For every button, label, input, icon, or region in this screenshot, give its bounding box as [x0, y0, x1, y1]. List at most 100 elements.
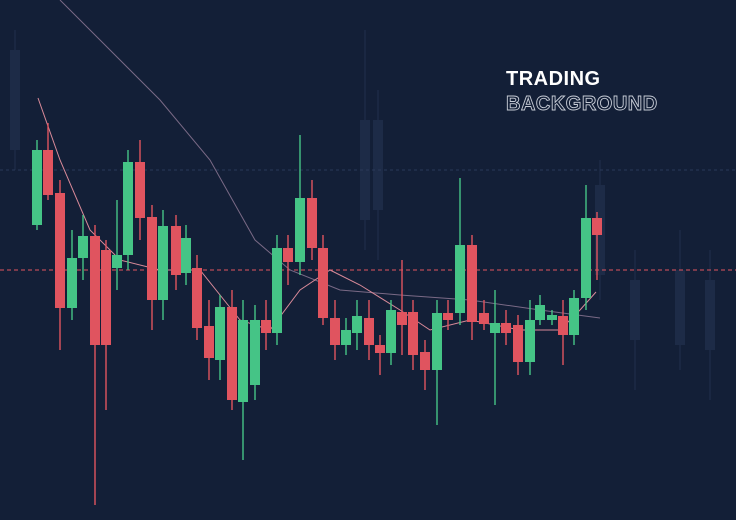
candle [55, 180, 65, 350]
body [32, 150, 42, 225]
candle [364, 300, 374, 360]
body [525, 320, 535, 362]
title-line-1: TRADING [506, 68, 601, 90]
faint-body [630, 280, 640, 340]
body [171, 226, 181, 275]
body [535, 305, 545, 320]
body [147, 217, 157, 300]
body [408, 312, 418, 355]
body [67, 258, 77, 308]
faint-candles [10, 30, 715, 400]
title-line-2: BACKGROUND [506, 93, 658, 115]
body [250, 320, 260, 385]
candle [204, 300, 214, 380]
body [227, 307, 237, 400]
body [272, 248, 282, 333]
candle [513, 315, 523, 375]
candle [123, 150, 133, 270]
candle [250, 305, 260, 400]
body [592, 218, 602, 235]
candle [535, 295, 545, 325]
body [558, 316, 568, 335]
body [307, 198, 317, 248]
body [330, 318, 340, 345]
body [547, 315, 557, 320]
faint-body [373, 120, 383, 210]
candle [432, 300, 442, 425]
body [158, 226, 168, 300]
candle [443, 300, 453, 330]
candle [467, 235, 477, 340]
candle [330, 300, 340, 360]
candle [261, 300, 271, 350]
body [443, 313, 453, 320]
candle [238, 300, 248, 460]
candle [397, 260, 407, 355]
candle [147, 205, 157, 330]
candle [525, 300, 535, 375]
candle [341, 318, 351, 355]
candle [32, 140, 42, 230]
body [513, 325, 523, 362]
faint-body [705, 280, 715, 350]
body [341, 330, 351, 345]
candle [181, 225, 191, 285]
body [479, 313, 489, 324]
candle [318, 235, 328, 325]
body [420, 352, 430, 370]
candle [43, 123, 53, 200]
faint-body [675, 270, 685, 345]
candle [408, 300, 418, 370]
candle [386, 300, 396, 365]
body [123, 162, 133, 255]
candle [215, 295, 225, 380]
body [386, 310, 396, 353]
body [283, 248, 293, 262]
candle [592, 212, 602, 280]
body [55, 193, 65, 308]
body [215, 307, 225, 360]
candle [581, 185, 591, 310]
body [261, 320, 271, 333]
body [78, 236, 88, 258]
candle [67, 230, 77, 320]
candle [479, 300, 489, 330]
candle [227, 290, 237, 410]
candle [135, 140, 145, 240]
candle [455, 178, 465, 325]
body [501, 323, 511, 333]
body [569, 298, 579, 335]
candle [547, 310, 557, 325]
body [135, 162, 145, 218]
candle [283, 235, 293, 285]
candle [90, 225, 100, 505]
body [375, 345, 385, 353]
candle [112, 200, 122, 290]
faint-body [360, 120, 370, 220]
faint-body [10, 50, 20, 150]
candle [158, 210, 168, 320]
candle [78, 215, 88, 280]
body [364, 318, 374, 345]
body [238, 320, 248, 402]
body [192, 268, 202, 328]
candle [352, 300, 362, 350]
body [101, 250, 111, 345]
body [90, 236, 100, 345]
candle [295, 135, 305, 275]
body [112, 255, 122, 268]
candle [171, 215, 181, 290]
body [295, 198, 305, 262]
body [490, 323, 500, 333]
candle [490, 290, 500, 405]
candle [558, 300, 568, 365]
candle [192, 255, 202, 340]
candle [272, 235, 282, 345]
body [204, 326, 214, 358]
body [467, 245, 477, 322]
candle [101, 240, 111, 410]
body [581, 218, 591, 298]
